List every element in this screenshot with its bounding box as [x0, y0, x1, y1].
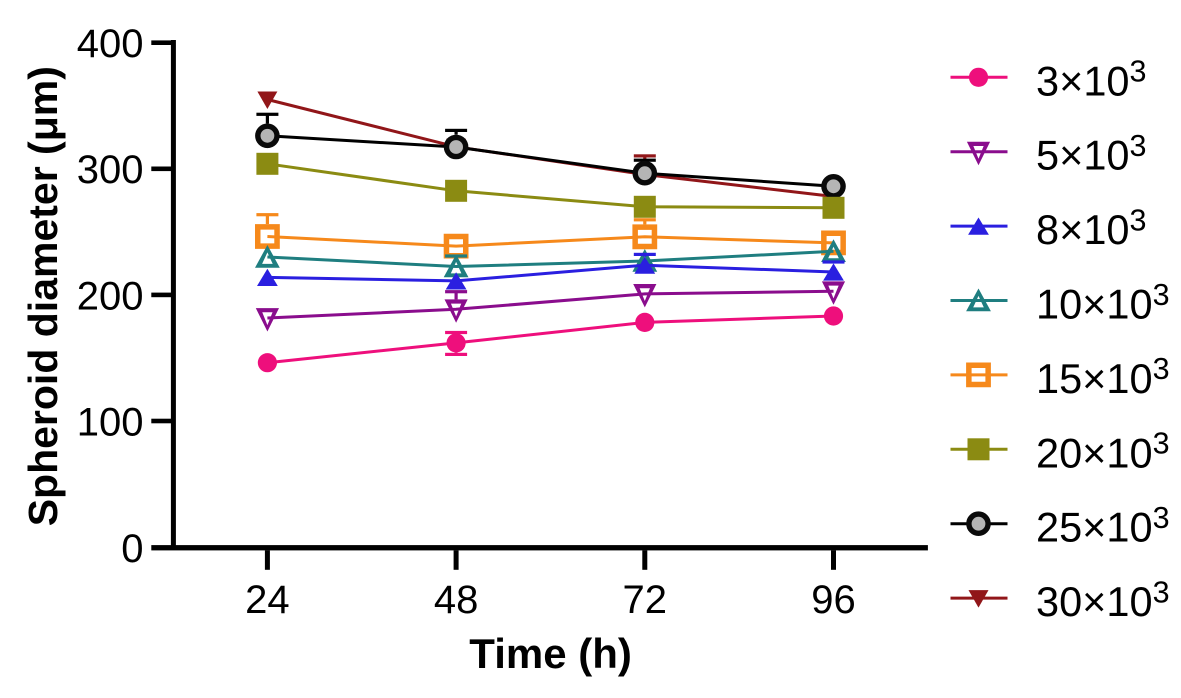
- svg-text:15×103: 15×103: [1036, 352, 1170, 402]
- svg-text:10×103: 10×103: [1036, 278, 1170, 328]
- svg-text:Time (h): Time (h): [469, 630, 632, 677]
- svg-text:3×103: 3×103: [1036, 55, 1146, 105]
- svg-text:Spheroid diameter (μm): Spheroid diameter (μm): [20, 66, 66, 526]
- svg-text:5×103: 5×103: [1036, 129, 1146, 179]
- svg-text:48: 48: [434, 578, 479, 622]
- svg-text:0: 0: [121, 527, 143, 571]
- svg-text:400: 400: [77, 22, 144, 66]
- svg-text:100: 100: [77, 400, 144, 444]
- svg-text:96: 96: [811, 578, 856, 622]
- svg-text:20×103: 20×103: [1036, 427, 1170, 477]
- svg-text:25×103: 25×103: [1036, 501, 1170, 551]
- svg-text:200: 200: [77, 274, 144, 318]
- svg-text:300: 300: [77, 148, 144, 192]
- svg-text:72: 72: [623, 578, 668, 622]
- svg-text:30×103: 30×103: [1036, 575, 1170, 625]
- svg-text:8×103: 8×103: [1036, 203, 1146, 253]
- svg-text:24: 24: [245, 578, 290, 622]
